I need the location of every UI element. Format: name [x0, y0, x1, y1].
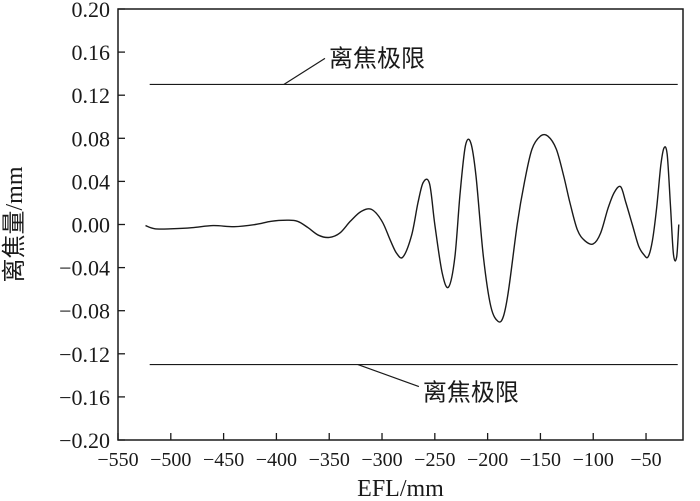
- focus-limit-label: 离焦极限: [423, 380, 519, 407]
- x-tick-label: −150: [520, 449, 561, 471]
- y-tick-label: −0.20: [59, 428, 110, 453]
- y-tick-label: 0.04: [72, 169, 111, 194]
- y-tick-label: 0.20: [72, 0, 111, 22]
- focus-limit-leader: [283, 57, 326, 85]
- y-tick-label: 0.12: [72, 83, 111, 108]
- y-tick-label: 0.00: [72, 213, 111, 238]
- x-tick-label: −350: [309, 449, 350, 471]
- x-tick-label: −300: [361, 449, 402, 471]
- y-tick-label: −0.08: [59, 299, 110, 324]
- focus-limit-leader: [357, 364, 420, 388]
- x-tick-label: −50: [630, 449, 661, 471]
- x-axis-label: EFL/mm: [357, 476, 444, 501]
- y-axis: 0.20 0.16 0.12 0.08 0.04 0.00 −0.04 −0.08 −0.12 −…: [59, 0, 125, 453]
- y-tick-label: −0.16: [59, 385, 110, 410]
- y-tick-label: 0.16: [72, 40, 111, 65]
- x-tick-label: −400: [256, 449, 297, 471]
- x-tick-label: −250: [414, 449, 455, 471]
- y-tick-label: 0.08: [72, 126, 111, 151]
- x-axis: −550 −500 −450 −400 −350 −300 −250 −200 −150 −100…: [97, 433, 662, 471]
- y-tick-label: −0.04: [59, 256, 110, 281]
- defocus-series-line: [145, 133, 680, 323]
- series-group: [145, 133, 680, 323]
- x-tick-label: −200: [467, 449, 508, 471]
- plot-frame: [117, 8, 684, 441]
- y-axis-label: 离焦量/mm: [1, 166, 28, 282]
- x-tick-label: −550: [97, 449, 138, 471]
- focus-limit-label: 离焦极限: [329, 45, 425, 72]
- x-tick-label: −500: [150, 449, 191, 471]
- x-tick-label: −100: [573, 449, 614, 471]
- plot-frame-border: [117, 8, 684, 441]
- x-tick-label: −450: [203, 449, 244, 471]
- y-tick-label: −0.12: [59, 342, 110, 367]
